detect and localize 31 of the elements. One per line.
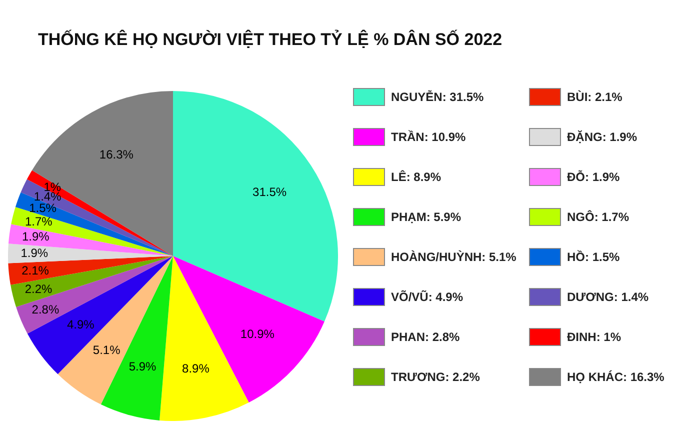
legend-label: VÕ/VŨ: 4.9% [391,290,464,304]
data-label: 31.5% [252,184,287,199]
legend-label: HOÀNG/HUỲNH: 5.1% [391,250,516,264]
data-label: 16.3% [99,148,134,162]
chart-title: THỐNG KÊ HỌ NGƯỜI VIỆT THEO TỶ LỆ % DÂN SỐ 2022 [38,30,502,50]
legend-label: BÙI: 2.1% [567,90,622,104]
legend-label: NGUYỄN: 31.5% [391,90,484,104]
data-label: 1.9% [20,246,48,260]
data-label: 8.9% [182,362,210,376]
legend-label: TRƯƠNG: 2.2% [391,370,480,384]
legend-label: TRẦN: 10.9% [391,130,466,144]
data-label: 5.1% [92,342,121,357]
data-label: 1.7% [24,214,53,228]
data-label: 1.5% [29,200,57,215]
legend-label: ĐẶNG: 1.9% [567,130,638,144]
legend-label: PHẠM: 5.9% [391,210,462,224]
legend-label: LÊ: 8.9% [391,170,442,184]
legend-label: HỒ: 1.5% [567,250,620,264]
data-label: 10.9% [240,327,275,342]
data-label: 2.2% [24,282,53,296]
data-label: 1.9% [22,230,50,244]
legend-label: NGÔ: 1.7% [567,210,630,224]
legend-label: ĐỖ: 1.9% [567,170,620,184]
legend-label: HỌ KHÁC: 16.3% [567,370,664,384]
legend-label: PHAN: 2.8% [391,330,460,344]
legend-label: ĐINH: 1% [567,330,622,344]
data-label: 2.8% [32,302,60,317]
legend-label: DƯƠNG: 1.4% [567,290,649,304]
data-label: 4.9% [66,318,95,332]
data-label: 5.9% [128,360,157,374]
data-label: 2.1% [22,264,50,278]
